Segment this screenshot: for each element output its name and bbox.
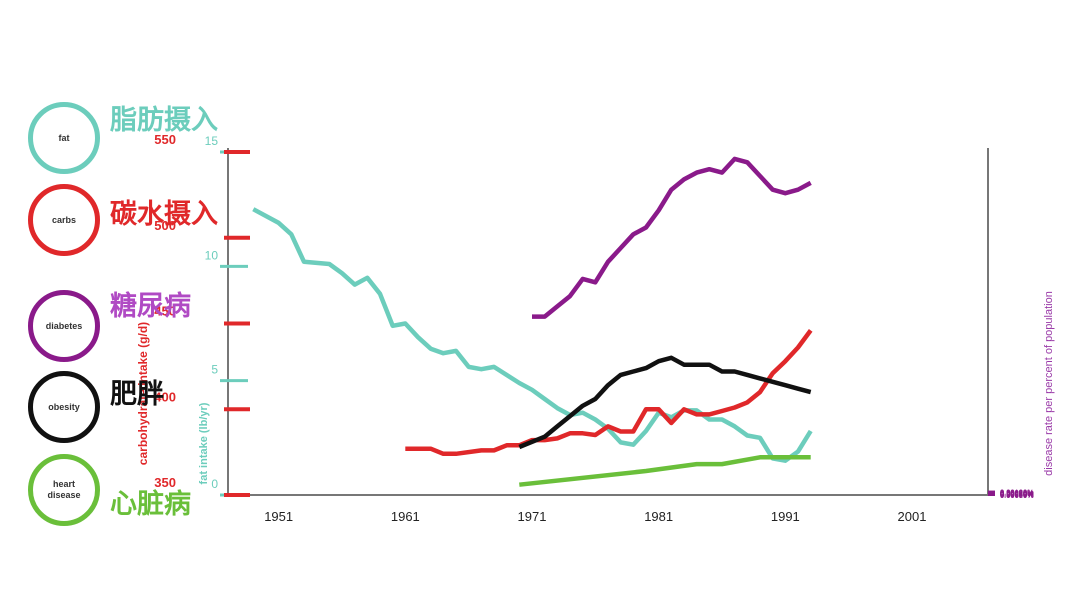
disease-axis-tick-label: 0.00090% — [1000, 488, 1034, 497]
carbs-axis-tick-label: 500 — [154, 218, 176, 233]
series-line-diabetes — [532, 156, 812, 319]
disease-axis-tick-label: 0.00010% — [1000, 491, 1034, 500]
disease-axis-tick-label: 0.00020% — [1000, 490, 1034, 499]
x-tick-label: 1971 — [518, 509, 547, 524]
legend-circle-carbs: carbs — [28, 184, 100, 256]
x-tick-label: 1981 — [644, 509, 673, 524]
disease-axis-tick-label: 0.00100% — [1000, 488, 1034, 497]
fat-axis-tick-label: 0 — [211, 477, 218, 491]
carbs-axis-tick-label: 350 — [154, 475, 176, 490]
fat-axis-tick-label: 10 — [205, 248, 219, 262]
legend-circle-label: heart disease — [47, 479, 81, 500]
disease-axis-tick-label: 0.00050% — [1000, 489, 1034, 498]
disease-axis-title: disease rate per percent of population — [1043, 291, 1055, 476]
x-tick-label: 1961 — [391, 509, 420, 524]
legend-circle-diabetes: diabetes — [28, 290, 100, 362]
fat-axis-title: fat intake (lb/yr) — [198, 402, 210, 484]
legend-caption-diabetes: 糖尿病 — [110, 291, 191, 322]
disease-axis-tick-label: 0.00030% — [1000, 490, 1034, 499]
disease-axis-tick-label: 0.00040% — [1000, 490, 1034, 499]
legend-caption-obesity: 肥胖 — [110, 379, 164, 410]
legend-circle-label: carbs — [51, 214, 77, 225]
legend-caption-heart-disease: 心脏病 — [110, 489, 191, 520]
disease-axis-tick-label: 0.00000% — [1000, 491, 1034, 500]
legend-circle-label: diabetes — [45, 320, 83, 331]
fat-axis-tick-label: 5 — [211, 363, 218, 377]
series-line-carbs — [405, 329, 813, 457]
x-tick-label: 2001 — [898, 509, 927, 524]
legend-caption-fat: 脂肪摄入 — [110, 105, 218, 136]
carbs-axis-tick-label: 550 — [154, 132, 176, 147]
series-line-heart-disease — [519, 455, 811, 487]
series-line-obesity — [518, 355, 812, 450]
legend-circle-label: fat — [58, 132, 70, 143]
legend-circle-fat: fat — [28, 102, 100, 174]
legend-circle-heart-disease: heart disease — [28, 454, 100, 526]
x-tick-label: 1991 — [771, 509, 800, 524]
carbs-axis-title: carbohydrate intake (g/d) — [136, 322, 150, 465]
legend-circle-obesity: obesity — [28, 371, 100, 443]
disease-axis-tick-label: 0.00060% — [1000, 489, 1034, 498]
disease-axis-tick-label: 0.00080% — [1000, 488, 1034, 497]
x-tick-label: 1951 — [264, 509, 293, 524]
carbs-axis-tick-label: 400 — [154, 389, 176, 404]
series-line-fat — [252, 207, 813, 463]
legend-caption-carbs: 碳水摄入 — [110, 199, 218, 230]
legend-circle-label: obesity — [48, 401, 80, 412]
fat-axis-tick-label: 15 — [205, 134, 219, 148]
disease-axis-tick-label: 0.00070% — [1000, 489, 1034, 498]
carbs-axis-tick-label: 450 — [154, 304, 176, 319]
